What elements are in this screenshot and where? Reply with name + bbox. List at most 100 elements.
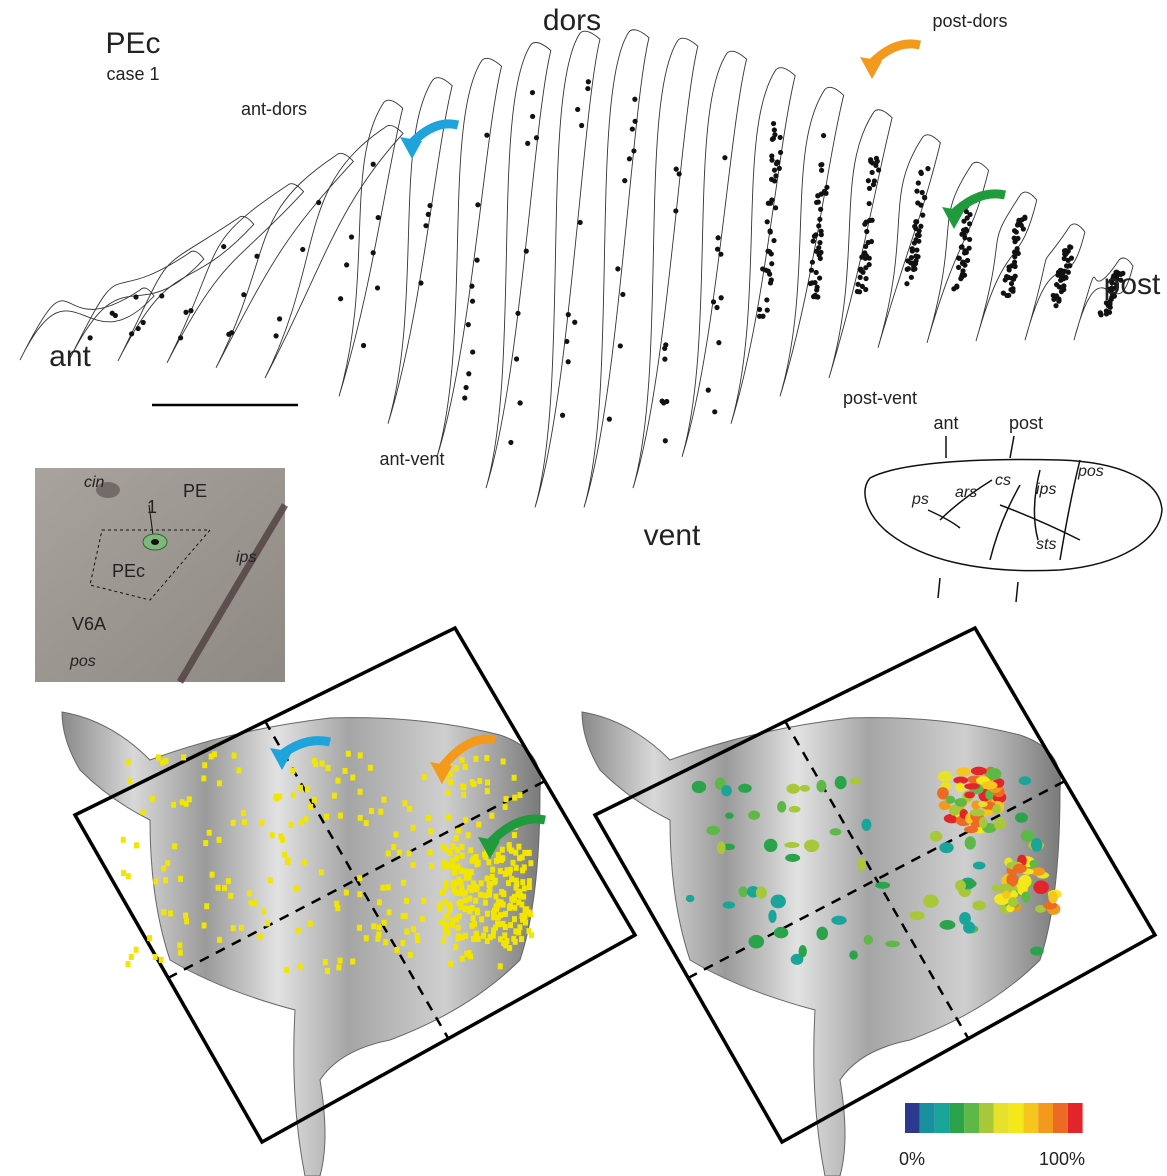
site [350,775,355,781]
dot [872,178,877,183]
dot [764,297,769,302]
dot [810,260,815,265]
site [481,933,486,939]
site [464,875,469,881]
site [394,947,399,953]
site [335,905,340,911]
site [475,908,480,914]
section [927,162,989,343]
site [1013,864,1027,874]
site [368,765,373,771]
site [407,850,412,856]
dot [470,349,475,354]
dot [564,339,569,344]
site [959,912,971,925]
dot [809,268,814,273]
dot [967,237,972,242]
dot [632,97,637,102]
site [938,771,953,782]
site [1008,897,1018,907]
tick [1016,582,1018,602]
site [501,891,506,897]
dot [463,385,468,390]
site [527,878,532,884]
photo-label: pos [69,653,96,670]
site [491,914,496,920]
site [511,897,516,903]
dot [518,400,523,405]
dot [765,219,770,224]
site [496,899,501,905]
site [452,888,457,894]
site [463,764,468,770]
sulcus-label: ps [911,491,929,508]
site [940,920,956,930]
site [864,935,873,945]
dot [188,308,193,313]
site [226,878,231,884]
dot [956,255,961,260]
site [1019,776,1032,785]
dot [300,247,305,252]
section [486,43,551,489]
site [364,820,369,826]
site [522,850,527,856]
site [965,836,976,849]
dot [178,335,183,340]
dot [663,342,668,347]
site [1002,891,1010,899]
dot [662,357,667,362]
site [168,910,173,916]
site [304,816,309,822]
site [204,903,209,909]
site [885,940,900,947]
site [393,831,398,837]
dot [956,265,961,270]
site [165,860,170,866]
dot [113,313,118,318]
site [319,869,324,875]
dot [627,156,632,161]
site [294,885,299,891]
site [955,798,967,807]
site [527,850,532,856]
site [324,814,329,820]
dot [922,195,927,200]
colorbar-swatch [935,1103,950,1133]
site [217,780,222,786]
site [336,964,341,970]
dot [1067,244,1072,249]
colorbar-swatch [1068,1103,1083,1133]
site [382,920,387,926]
site [153,878,158,884]
site [454,855,459,861]
site [490,874,495,880]
dot [560,413,565,418]
dot [912,266,917,271]
site [474,931,479,937]
label-ant: ant [49,340,91,373]
site [305,786,310,792]
colorbar-max: 100% [1039,1149,1085,1169]
site [261,908,266,914]
dot [474,258,479,263]
site [407,806,412,812]
dot [1067,263,1072,268]
site [986,768,1001,780]
photo-bg [35,468,285,682]
site [764,839,778,852]
section [535,31,600,507]
dot [221,244,226,249]
dot [918,203,923,208]
site [721,785,732,796]
dot [133,294,138,299]
label-post-vent: post-vent [843,388,917,408]
site [147,935,152,941]
site [181,754,186,760]
dot [586,79,591,84]
site [748,810,760,819]
site [296,927,301,933]
site [488,934,493,940]
site [489,813,494,819]
site [426,815,431,821]
